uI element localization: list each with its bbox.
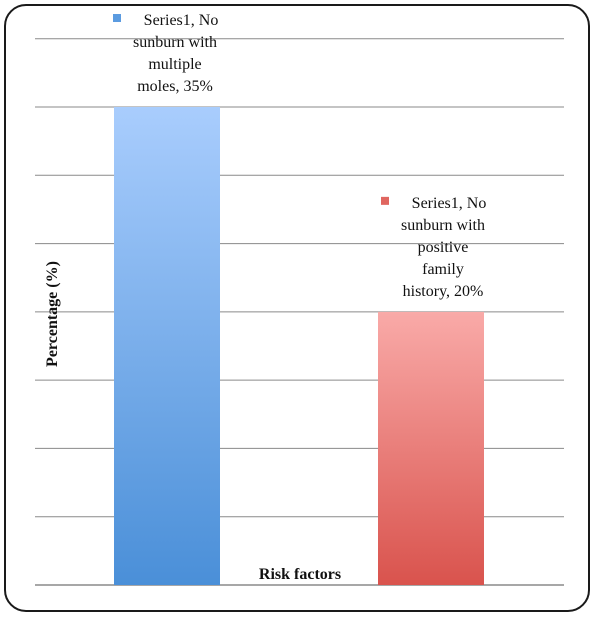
data-label-key-1	[113, 14, 121, 23]
x-axis-title: Risk factors	[259, 566, 341, 583]
bars	[114, 107, 484, 585]
data-label-line: multiple	[148, 56, 201, 73]
data-label-key-2	[381, 196, 389, 205]
data-label-line: positive	[418, 239, 469, 256]
bar-1	[114, 107, 220, 585]
data-label-line: sunburn with	[401, 217, 485, 234]
data-label-line: Series1, No	[412, 195, 487, 212]
bar-2	[378, 311, 484, 585]
data-label-line: history, 20%	[403, 283, 484, 300]
data-label-line: sunburn with	[133, 34, 217, 51]
data-labels: Series1, No sunburn with multiple moles, 35…	[113, 12, 486, 300]
data-label-line: moles, 35%	[137, 78, 213, 95]
chart-frame	[4, 4, 590, 612]
data-label-line: family	[422, 261, 464, 278]
y-axis-title: Percentage (%)	[44, 261, 61, 367]
data-label-line: Series1, No	[144, 12, 219, 29]
